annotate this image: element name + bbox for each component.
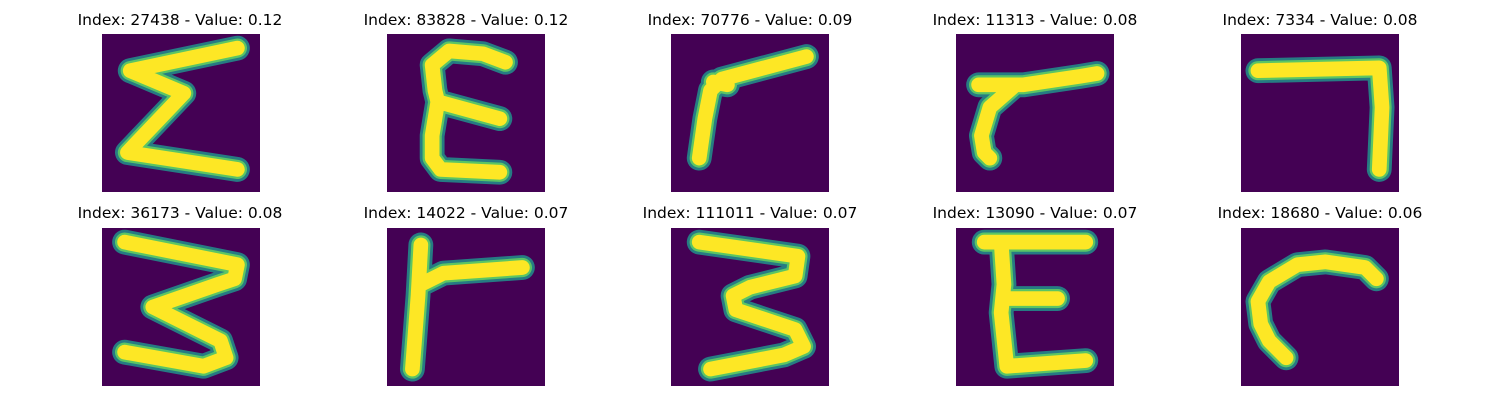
digit-image-10 — [1241, 228, 1399, 386]
digit-image-3 — [671, 34, 829, 192]
panel-title-10: Index: 18680 - Value: 0.06 — [1217, 204, 1423, 222]
digit-image-6 — [102, 228, 260, 386]
digit-image-2 — [387, 34, 545, 192]
panel-title-6: Index: 36173 - Value: 0.08 — [77, 204, 283, 222]
digit-image-9 — [956, 228, 1114, 386]
digit-image-4 — [956, 34, 1114, 192]
panel-title-1: Index: 27438 - Value: 0.12 — [77, 11, 283, 29]
panel-title-5: Index: 7334 - Value: 0.08 — [1222, 11, 1418, 29]
panel-title-4: Index: 11313 - Value: 0.08 — [932, 11, 1138, 29]
panel-title-3: Index: 70776 - Value: 0.09 — [647, 11, 853, 29]
digit-image-7 — [387, 228, 545, 386]
digit-image-1 — [102, 34, 260, 192]
panel-title-8: Index: 111011 - Value: 0.07 — [642, 204, 858, 222]
panel-title-2: Index: 83828 - Value: 0.12 — [363, 11, 569, 29]
panel-title-7: Index: 14022 - Value: 0.07 — [363, 204, 569, 222]
panel-title-9: Index: 13090 - Value: 0.07 — [932, 204, 1138, 222]
digit-image-8 — [671, 228, 829, 386]
digit-image-5 — [1241, 34, 1399, 192]
